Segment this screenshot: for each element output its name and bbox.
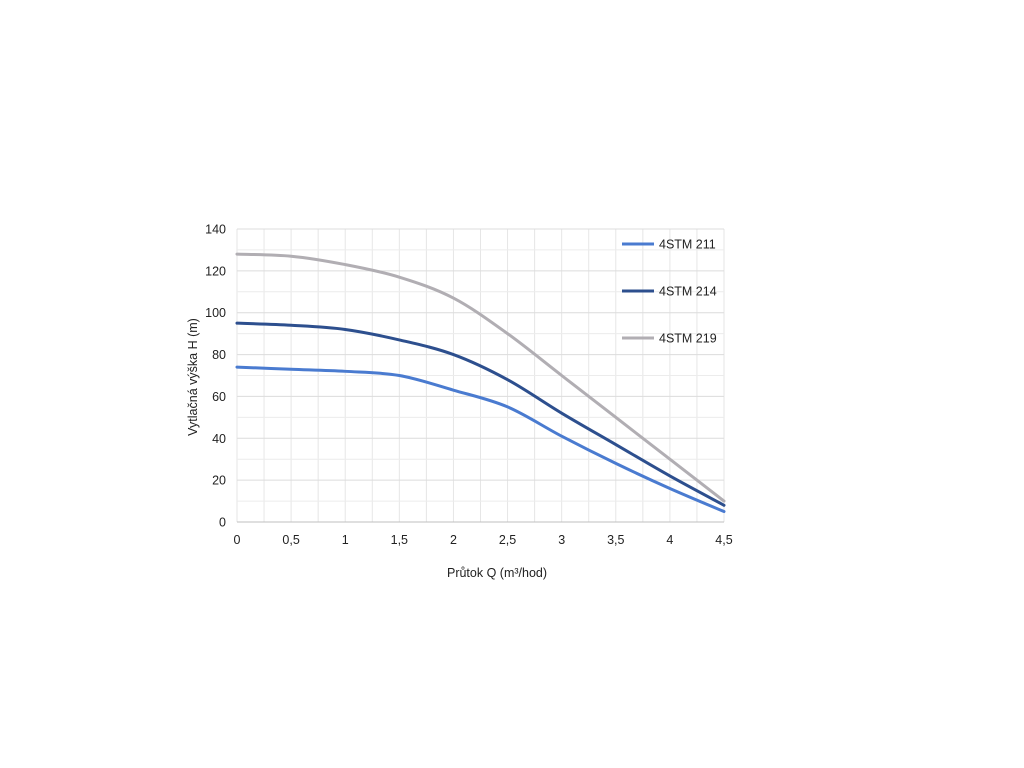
x-tick-label: 2,5 <box>499 533 516 547</box>
axes: 0 20 40 60 80 100 120 140 0 0,5 1 1,5 2 2,5 3 3,5 4 4,5 <box>205 223 733 548</box>
chart-background <box>130 182 892 586</box>
x-tick-label: 1 <box>342 533 349 547</box>
y-tick-label: 60 <box>212 390 226 404</box>
series-line <box>235 365 726 514</box>
legend-label: 4STM 219 <box>659 332 717 346</box>
x-tick-label: 0 <box>234 533 241 547</box>
series-line <box>235 321 726 507</box>
legend-label: 4STM 211 <box>659 238 716 252</box>
series-line <box>235 252 726 503</box>
x-tick-label: 3 <box>558 533 565 547</box>
x-tick-label: 2 <box>450 533 457 547</box>
legend: 4STM 211 4STM 214 4STM 219 <box>622 238 717 346</box>
x-tick-label: 0,5 <box>282 533 299 547</box>
y-tick-label: 100 <box>205 306 226 320</box>
y-tick-label: 20 <box>212 474 226 488</box>
y-tick-label: 80 <box>212 348 226 362</box>
y-tick-label: 40 <box>212 432 226 446</box>
x-tick-label: 4 <box>666 533 673 547</box>
x-axis-label: Průtok Q (m³/hod) <box>447 566 547 580</box>
x-tick-label: 4,5 <box>715 533 732 547</box>
legend-label: 4STM 214 <box>659 285 717 299</box>
y-tick-label: 140 <box>205 223 226 237</box>
series-lines <box>235 252 726 514</box>
y-tick-label: 120 <box>205 264 226 278</box>
x-tick-label: 1,5 <box>391 533 408 547</box>
y-tick-label: 0 <box>219 516 226 530</box>
y-axis-label: Vytlačná výška H (m) <box>186 318 200 436</box>
x-tick-label: 3,5 <box>607 533 624 547</box>
